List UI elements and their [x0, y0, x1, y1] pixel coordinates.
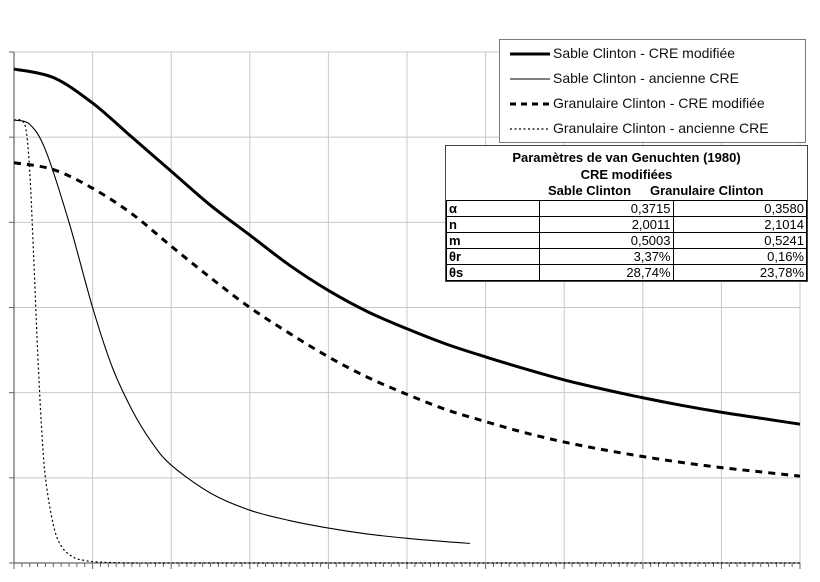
parameters-subtitle: CRE modifiées [580, 167, 673, 182]
parameter-row: θr 3,37% 0,16% [446, 248, 807, 265]
legend-swatch-thin-solid [510, 78, 550, 80]
series-line-1 [13, 119, 470, 544]
legend-swatch-thin-dotted [510, 128, 550, 130]
parameters-grid: α 0,3715 0,3580 n 2,0011 2,1014 m 0,5003 0,5241 θ… [446, 200, 807, 281]
granulaire-value: 0,3580 [672, 200, 807, 217]
granulaire-value: 2,1014 [672, 216, 807, 233]
parameter-row: θs 28,74% 23,78% [446, 264, 807, 281]
series-line-3 [13, 118, 800, 564]
column-header-sable: Sable Clinton [548, 183, 632, 198]
chart-legend: Sable Clinton - CRE modifiée Sable Clint… [499, 39, 806, 143]
parameter-name: α [446, 200, 540, 217]
legend-item-granulaire-modifiee: Granulaire Clinton - CRE modifiée [500, 92, 805, 116]
granulaire-value: 0,16% [672, 248, 807, 265]
series-line-2 [13, 161, 801, 478]
legend-item-sable-modifiee: Sable Clinton - CRE modifiée [500, 42, 805, 66]
parameters-title: Paramètres de van Genuchten (1980) [512, 150, 741, 165]
legend-swatch-thick-dashed [510, 102, 550, 106]
parameter-name: θr [446, 248, 540, 265]
series-line-0 [13, 67, 801, 426]
sable-value: 0,5003 [539, 232, 674, 249]
sable-value: 3,37% [539, 248, 674, 265]
legend-item-sable-ancienne: Sable Clinton - ancienne CRE [500, 67, 805, 91]
granulaire-value: 0,5241 [672, 232, 807, 249]
parameter-row: α 0,3715 0,3580 [446, 200, 807, 217]
legend-label: Sable Clinton - CRE modifiée [553, 45, 736, 61]
legend-label: Sable Clinton - ancienne CRE [553, 70, 739, 86]
legend-item-granulaire-ancienne: Granulaire Clinton - ancienne CRE [500, 117, 805, 141]
parameters-header-row: Sable Clinton Granulaire Clinton [446, 183, 807, 200]
parameter-name: n [446, 216, 540, 233]
sable-value: 0,3715 [539, 200, 674, 217]
legend-swatch-thick-solid [510, 52, 550, 56]
sable-value: 28,74% [539, 264, 674, 281]
parameter-row: n 2,0011 2,1014 [446, 216, 807, 233]
column-header-granulaire: Granulaire Clinton [650, 183, 764, 198]
parameters-table: Paramètres de van Genuchten (1980) CRE m… [445, 145, 808, 282]
parameter-row: m 0,5003 0,5241 [446, 232, 807, 249]
parameter-name: m [446, 232, 540, 249]
parameter-name: θs [446, 264, 540, 281]
chart-series-group [13, 67, 801, 564]
legend-label: Granulaire Clinton - ancienne CRE [553, 120, 769, 136]
granulaire-value: 23,78% [672, 264, 807, 281]
sable-value: 2,0011 [539, 216, 674, 233]
legend-label: Granulaire Clinton - CRE modifiée [553, 95, 765, 111]
